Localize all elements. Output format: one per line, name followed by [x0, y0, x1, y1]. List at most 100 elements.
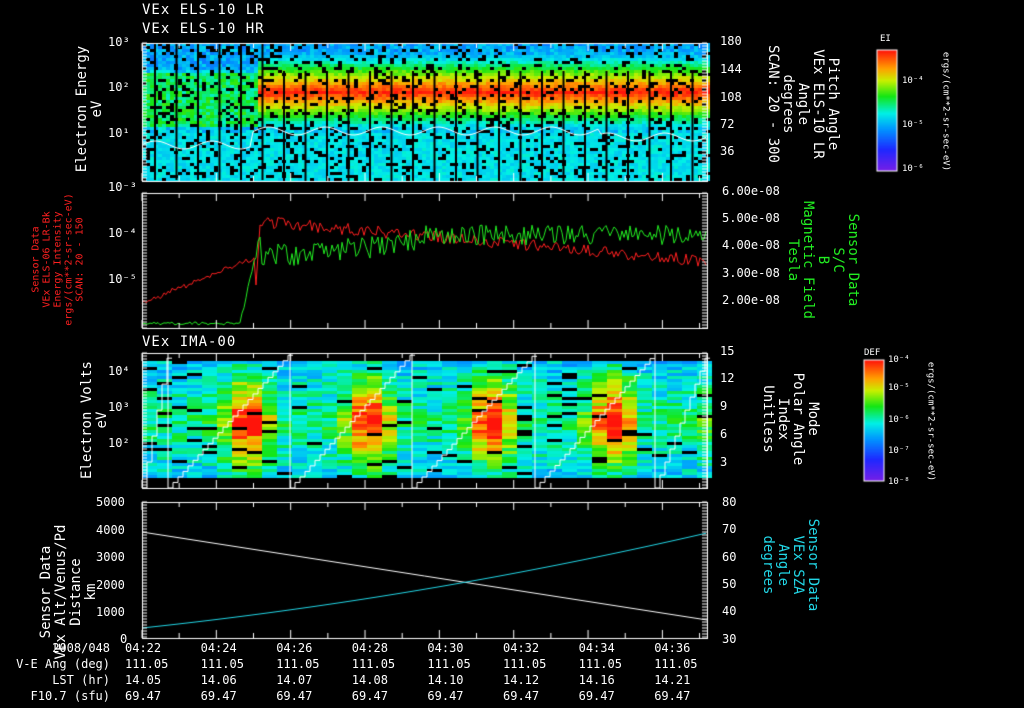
els-ytick-10: 10¹ [108, 126, 130, 140]
line-ylabel-line: Sensor Data [30, 226, 42, 293]
els-y2tick-180: 180 [720, 34, 742, 48]
orbit-ytick: 5000 [96, 495, 125, 509]
footer-cell: 69.47 [200, 689, 237, 703]
footer-cell: 111.05 [427, 657, 471, 671]
footer-cell: 04:24 [200, 641, 237, 655]
footer-cell: 111.05 [200, 657, 244, 671]
orbit-y2label-line: degrees [760, 535, 776, 595]
orbit-y2label-line: VEx SZA [790, 535, 806, 595]
line-ylabel-right: Sensor Data S/C B Magnetic Field Tesla [780, 200, 861, 320]
ima-colorbar-unit: ergs/(cm**2-sr-sec-eV) [925, 361, 936, 482]
ima-y2label-line: Index [775, 397, 791, 441]
footer-cell: 14.21 [654, 673, 691, 687]
orbit-y2label-line: Angle [775, 543, 791, 587]
line-ylabel-line: Energy Intensity [52, 211, 64, 308]
footer-cell: 111.05 [276, 657, 320, 671]
footer-cell: 04:32 [503, 641, 540, 655]
footer-cell: 04:22 [125, 641, 162, 655]
footer-cell: 04:26 [276, 641, 313, 655]
ima-colorbar-tick: 10⁻⁵ [888, 383, 910, 393]
ima-ytick-1e4: 10⁴ [108, 364, 130, 378]
footer-cell: 69.47 [654, 689, 691, 703]
footer-row-label: 2008/048 [52, 641, 110, 655]
footer-cell: 14.05 [125, 673, 162, 687]
ima-colorbar-tick: 10⁻⁴ [888, 355, 910, 365]
orbit-y2tick: 70 [722, 522, 737, 536]
els-colorbar-tick: 10⁻⁵ [902, 120, 924, 130]
ima-ylabel-line: eV [94, 411, 110, 429]
els-ylabel-line: Electron Energy [74, 45, 90, 173]
footer-row-label: V-E Ang (deg) [16, 657, 110, 671]
ima-colorbar-tick: 10⁻⁶ [888, 415, 910, 425]
line-ylabel-line: VEx ELS-06 LR-Bk [41, 211, 53, 308]
ima-y2label-line: Unitless [760, 385, 776, 453]
els-colorbar-title: EI [880, 34, 891, 44]
els-colorbar-tick: 10⁻⁶ [902, 164, 924, 174]
ima-y2label-line: Mode [805, 402, 821, 436]
els-y2tick-36: 36 [720, 144, 735, 158]
footer-cell: 14.07 [276, 673, 313, 687]
orbit-y2tick: 60 [722, 550, 737, 564]
line-ylabel-line: ergs/(cm**2-sr-sec-eV) [63, 193, 75, 326]
orbit-ytick: 2000 [96, 578, 125, 592]
footer-cell: 111.05 [351, 657, 396, 671]
ima-title: VEx IMA-00 [142, 334, 237, 350]
footer-cell: 04:36 [654, 641, 691, 655]
ima-colorbar-tick: 10⁻⁷ [888, 446, 910, 456]
footer-cell: 69.47 [503, 689, 540, 703]
els-ytick-1000: 10³ [108, 35, 130, 49]
ima-colorbar-title: DEF [864, 348, 881, 358]
line-ytick-1e-4: 10⁻⁴ [108, 226, 137, 240]
els-ylabel-right: Pitch Angle VEx ELS-10 LR Angle degrees … [760, 24, 841, 184]
footer-cell: 69.47 [125, 689, 162, 703]
ima-y2label-line: Polar Angle [790, 372, 806, 466]
line-y2label-line: S/C [830, 247, 846, 273]
orbit-y2tick: 80 [722, 495, 737, 509]
line-ytick-1e-5: 10⁻⁵ [108, 272, 137, 286]
orbit-y2label-line: Sensor Data [805, 518, 821, 612]
ima-y2tick: 9 [720, 399, 728, 413]
footer-cell: 14.16 [578, 673, 615, 687]
ima-y2tick: 6 [720, 427, 728, 441]
footer-cell: 14.12 [503, 673, 540, 687]
ima-ytick-1e2: 10² [108, 436, 130, 450]
ima-ytick-1e3: 10³ [108, 400, 130, 414]
els-y2label-line: Angle [795, 82, 811, 126]
footer-cell: 111.05 [654, 657, 698, 671]
line-y2label-line: B [815, 255, 831, 265]
els-y2label-line: SCAN: 20 - 300 [765, 44, 781, 163]
ima-colorbar-tick: 10⁻⁸ [888, 477, 910, 487]
line-y2tick: 5.00e-08 [722, 211, 780, 225]
line-y2label-line: Tesla [785, 238, 801, 282]
footer-cell: 04:30 [427, 641, 464, 655]
line-ylabel-line: SCAN: 20 - 150 [74, 217, 86, 302]
els-ylabel-line: eV [89, 100, 105, 118]
els-y2tick-72: 72 [720, 117, 735, 131]
orbit-ytick: 1000 [96, 605, 125, 619]
footer-cell: 04:34 [578, 641, 615, 655]
els-y2label-line: VEx ELS-10 LR [810, 49, 826, 159]
line-ylabel-left: Sensor Data VEx ELS-06 LR-Bk Energy Inte… [31, 180, 86, 340]
footer-row-label: F10.7 (sfu) [30, 689, 110, 703]
footer-cell: 69.47 [276, 689, 313, 703]
els-ytick-100: 10² [108, 80, 130, 94]
orbit-y2tick: 40 [722, 604, 737, 618]
orbit-ytick: 4000 [96, 523, 125, 537]
footer-row-label: LST (hr) [52, 673, 110, 687]
line-y2label-line: Sensor Data [845, 213, 861, 307]
ima-ylabel-right: Mode Polar Angle Index Unitless [750, 354, 821, 484]
line-y2tick: 2.00e-08 [722, 293, 780, 307]
orbit-ylabel-right: Sensor Data VEx SZA Angle degrees [750, 500, 821, 630]
line-y2tick: 4.00e-08 [722, 238, 780, 252]
els-colorbar-tick: 10⁻⁴ [902, 76, 924, 86]
footer-cell: 04:28 [351, 641, 388, 655]
orbit-y2tick: 50 [722, 577, 737, 591]
els-colorbar-unit: ergs/(cm**2-sr-sec-eV) [940, 51, 951, 172]
orbit-ytick: 3000 [96, 550, 125, 564]
ima-ylabel-line: Electron Volts [79, 361, 95, 480]
footer-cell: 14.06 [200, 673, 237, 687]
els-y2label-line: degrees [780, 74, 796, 134]
els-ylabel-left: Electron Energy eV [74, 29, 105, 189]
orbit-ytick: 0 [120, 632, 128, 646]
